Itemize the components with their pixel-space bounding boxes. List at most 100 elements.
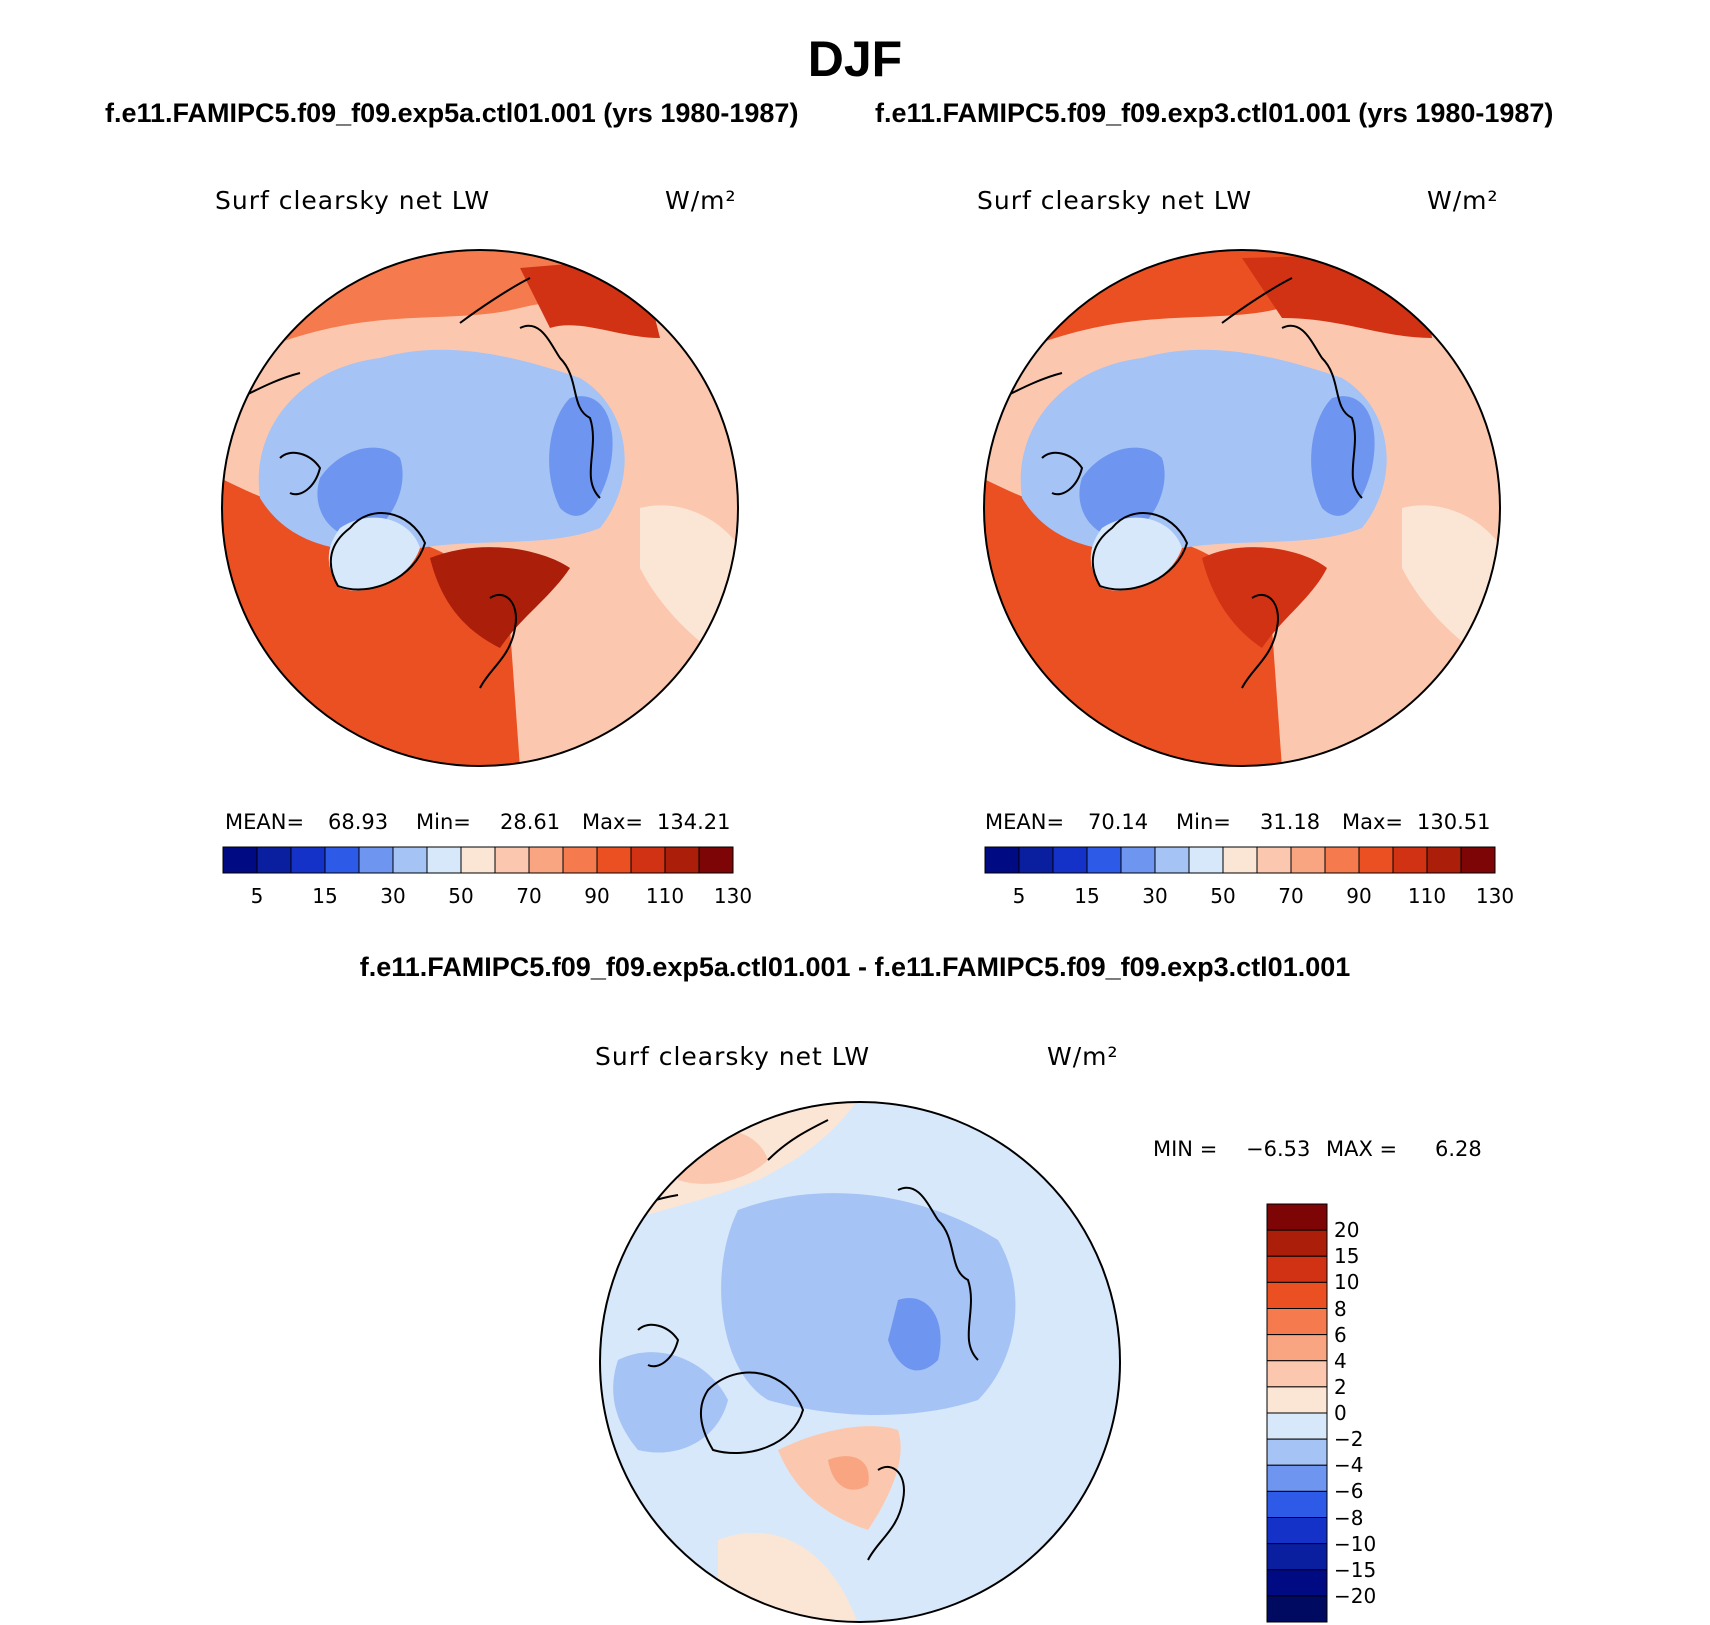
panel1-colorbar-ticks: 5 15 30 50 70 90 110 130 [222, 884, 752, 910]
difference-min-label: MIN = [1153, 1137, 1218, 1161]
difference-colorbar [1266, 1203, 1328, 1623]
difference-max-label: MAX = [1326, 1137, 1398, 1161]
difference-colorbar-swatch [1266, 1464, 1328, 1492]
panel1-siberia-min [549, 396, 613, 516]
difference-colorbar-swatch [1266, 1203, 1328, 1231]
difference-max-value: 6.28 [1435, 1137, 1482, 1161]
panel1-colorbar-swatch [528, 846, 564, 874]
panel2-archipelago-min [1079, 447, 1165, 538]
panel1-colorbar-swatch [562, 846, 598, 874]
panel1-colorbar-tick-label: 50 [448, 884, 474, 908]
difference-colorbar-tick-label: 15 [1334, 1244, 1360, 1269]
panel2-polar-map [983, 249, 1501, 767]
panel2-colorbar-swatch [1120, 846, 1156, 874]
panel2-variable-label: Surf clearsky net LW [977, 186, 1253, 215]
difference-colorbar-tick-label: −20 [1334, 1583, 1377, 1608]
panel1-colorbar-tick-label: 110 [645, 884, 685, 908]
difference-colorbar-swatch [1266, 1517, 1328, 1545]
panel2-colorbar-swatch [984, 846, 1020, 874]
panel1-case-title: f.e11.FAMIPC5.f09_f09.exp5a.ctl01.001 (y… [105, 98, 799, 128]
panel2-colorbar-tick-label: 5 [1012, 884, 1026, 908]
panel1-mean-value: 68.93 [328, 810, 389, 834]
panel1-colorbar-tick-label: 90 [584, 884, 610, 908]
panel2-min-value: 31.18 [1260, 810, 1321, 834]
panel1-archipelago-min [317, 447, 403, 538]
difference-coastlines [600, 1119, 979, 1561]
panel2-greenland [1090, 517, 1182, 591]
panel2-min-label: Min= [1176, 810, 1231, 834]
difference-colorbar-tick-label: 4 [1334, 1348, 1347, 1373]
panel2-colorbar-ticks: 5 15 30 50 70 90 110 130 [984, 884, 1514, 910]
panel1-colorbar-swatch [630, 846, 666, 874]
difference-colorbar-swatch [1266, 1360, 1328, 1388]
panel1-colorbar-tick-label: 70 [516, 884, 542, 908]
panel2-siberia-min [1311, 396, 1375, 516]
panel2-colorbar-tick-label: 30 [1142, 884, 1168, 908]
difference-colorbar-swatch [1266, 1308, 1328, 1336]
panel2-colorbar-swatch [1460, 846, 1496, 874]
panel2-max-value: 130.51 [1417, 810, 1491, 834]
panel1-colorbar-swatch [596, 846, 632, 874]
panel2-colorbar-tick-label: 50 [1210, 884, 1236, 908]
difference-colorbar-tick-label: −4 [1334, 1453, 1364, 1478]
panel1-mean-label: MEAN= [225, 810, 305, 834]
difference-colorbar-swatch [1266, 1569, 1328, 1597]
panel2-colorbar-swatch [1426, 846, 1462, 874]
difference-colorbar-tick-label: −8 [1334, 1505, 1364, 1530]
difference-map-border [599, 1101, 1121, 1623]
difference-colorbar-tick-label: −10 [1334, 1531, 1377, 1556]
difference-colorbar-tick-label: −15 [1334, 1557, 1377, 1582]
difference-colorbar-swatch [1266, 1386, 1328, 1414]
panel1-colorbar-swatch [290, 846, 326, 874]
panel2-colorbar-swatch [1290, 846, 1326, 874]
panel2-colorbar-tick-label: 15 [1074, 884, 1100, 908]
panel1-colorbar-swatch [426, 846, 462, 874]
difference-variable-label: Surf clearsky net LW [595, 1042, 871, 1071]
panel1-min-label: Min= [416, 810, 471, 834]
difference-colorbar-swatch [1266, 1281, 1328, 1309]
panel1-max-value: 134.21 [657, 810, 731, 834]
panel2-units-label: W/m² [1427, 186, 1499, 215]
panel2-mean-label: MEAN= [985, 810, 1065, 834]
difference-labrador-cool [613, 1352, 728, 1453]
panel1-colorbar-swatch [222, 846, 258, 874]
panel2-colorbar-swatch [1324, 846, 1360, 874]
panel2-colorbar-swatch [1052, 846, 1088, 874]
panel2-colorbar-swatch [1086, 846, 1122, 874]
difference-colorbar-swatch [1266, 1229, 1328, 1257]
difference-units-label: W/m² [1047, 1042, 1119, 1071]
panel2-colorbar-tick-label: 110 [1407, 884, 1447, 908]
panel1-min-value: 28.61 [500, 810, 561, 834]
panel2-colorbar-swatch [1154, 846, 1190, 874]
panel2-map-border [983, 249, 1501, 767]
panel1-colorbar-swatch [698, 846, 734, 874]
difference-colorbar-ticks: 20 15 10 8 6 4 2 0 −2 −4 −6 −8 −10 −15 −20 [1334, 1203, 1414, 1623]
panel1-greenland [328, 517, 420, 591]
difference-colorbar-tick-label: 6 [1334, 1322, 1347, 1347]
difference-colorbar-swatch [1266, 1255, 1328, 1283]
panel2-colorbar-tick-label: 70 [1278, 884, 1304, 908]
difference-min-value: −6.53 [1246, 1137, 1311, 1161]
difference-colorbar-swatch [1266, 1412, 1328, 1440]
panel1-polar-map [221, 249, 739, 767]
difference-title: f.e11.FAMIPC5.f09_f09.exp5a.ctl01.001 - … [359, 952, 1351, 982]
panel2-colorbar-swatch [1188, 846, 1224, 874]
difference-colorbar-tick-label: −6 [1334, 1479, 1364, 1504]
panel1-norwegian-sea-max [430, 547, 570, 648]
panel1-colorbar-swatch [460, 846, 496, 874]
panel1-colorbar-tick-label: 30 [380, 884, 406, 908]
difference-colorbar-tick-label: 2 [1334, 1374, 1347, 1399]
panel2-colorbar-swatch [1358, 846, 1394, 874]
difference-colorbar-swatch [1266, 1543, 1328, 1571]
figure-title: DJF [807, 31, 903, 87]
difference-polar-map [599, 1101, 1121, 1623]
panel1-colorbar-tick-label: 5 [250, 884, 264, 908]
difference-arctic-cool [721, 1193, 1016, 1415]
panel2-colorbar-swatch [1018, 846, 1054, 874]
panel1-units-label: W/m² [665, 186, 737, 215]
panel1-max-label: Max= [582, 810, 644, 834]
panel1-colorbar [222, 846, 734, 874]
panel2-colorbar-tick-label: 130 [1475, 884, 1515, 908]
panel2-colorbar-swatch [1256, 846, 1292, 874]
difference-atlantic-warm-core [828, 1456, 869, 1490]
